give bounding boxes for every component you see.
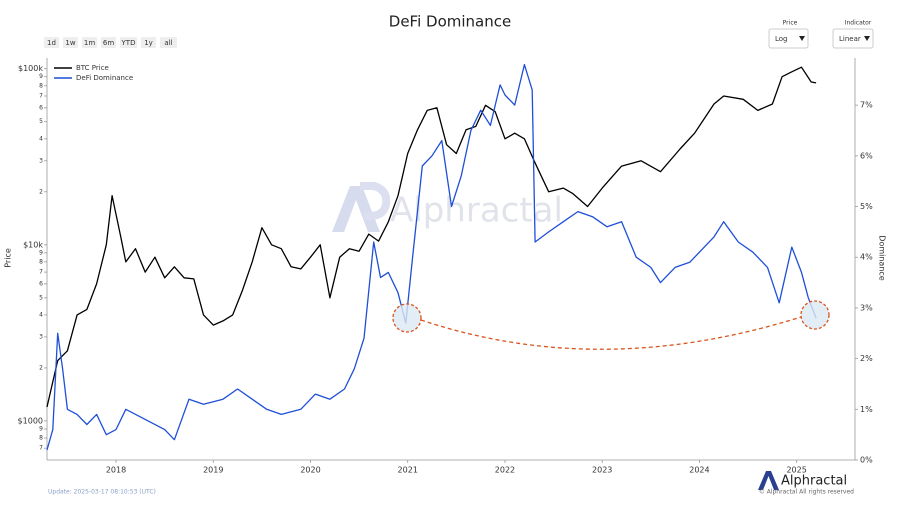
- y-tick-label: 8: [39, 434, 43, 441]
- y2-axis-label: Dominance: [878, 235, 887, 281]
- range-button-label[interactable]: 1m: [84, 39, 95, 47]
- dropdown-label: Indicator: [845, 20, 872, 27]
- y-tick-label: 2: [39, 364, 43, 371]
- x-tick-label: 2024: [689, 466, 709, 475]
- update-time: Update: 2025-03-17 08:10:53 (UTC): [48, 489, 156, 496]
- x-tick-label: 2019: [203, 466, 223, 475]
- trend-arc: [420, 316, 802, 350]
- x-tick-label: 2023: [592, 466, 612, 475]
- y2-tick-label: 0%: [860, 456, 873, 465]
- y2-tick-label: 1%: [860, 405, 873, 414]
- y-tick-label: 2: [39, 188, 43, 195]
- y-axis-label: Price: [4, 248, 13, 268]
- dropdown-label: Price: [783, 20, 798, 27]
- y-tick-label: 6: [39, 280, 43, 287]
- chart-title: DeFi Dominance: [389, 13, 511, 31]
- y-tick-label: 9: [39, 73, 43, 80]
- x-tick-label: 2020: [300, 466, 320, 475]
- legend-label: BTC Price: [76, 64, 109, 72]
- dropdown-value[interactable]: Linear: [839, 35, 861, 43]
- range-button-label[interactable]: all: [164, 39, 172, 47]
- range-button[interactable]: [44, 37, 59, 48]
- range-button[interactable]: [82, 37, 97, 48]
- y2-tick-label: 5%: [860, 202, 873, 211]
- y-tick-label: 4: [39, 135, 43, 142]
- y-tick-label: 8: [39, 82, 43, 89]
- y-tick-label: 4: [39, 311, 43, 318]
- x-tick-label: 2018: [106, 466, 126, 475]
- y-tick-label: 7: [39, 92, 43, 99]
- x-tick-label: 2025: [786, 466, 806, 475]
- range-button[interactable]: [160, 37, 177, 48]
- dropdown-value[interactable]: Log: [775, 35, 788, 43]
- brand-name: Alphractal: [781, 474, 847, 489]
- range-button[interactable]: [101, 37, 116, 48]
- series-line: [46, 63, 817, 451]
- legend-label: DeFi Dominance: [76, 74, 133, 82]
- range-button-label[interactable]: 1d: [47, 39, 56, 47]
- range-button[interactable]: [141, 37, 156, 48]
- plot-area: [46, 63, 817, 451]
- y-tick-label: 3: [39, 157, 43, 164]
- range-button[interactable]: [120, 37, 137, 48]
- indicator-dropdown[interactable]: [832, 28, 874, 49]
- y-tick-label: 9: [39, 425, 43, 432]
- y-tick-label: 7: [39, 269, 43, 276]
- range-buttons: 1d 1w 1m 6m YTD 1y all: [44, 37, 177, 48]
- range-button[interactable]: [63, 37, 78, 48]
- range-button-label[interactable]: YTD: [121, 39, 136, 47]
- y-tick-label: 9: [39, 249, 43, 256]
- y-tick-label: 6: [39, 104, 43, 111]
- y-tick-label: 7: [39, 445, 43, 452]
- range-button-label[interactable]: 1w: [65, 39, 75, 47]
- range-button-label[interactable]: 6m: [103, 39, 114, 47]
- highlight-circle: [392, 303, 422, 333]
- y-tick-label: $1000: [18, 416, 43, 425]
- y-tick-label: $100k: [18, 64, 43, 73]
- dropdown-arrow: [864, 36, 870, 41]
- x-tick-label: 2022: [495, 466, 515, 475]
- range-button-label[interactable]: 1y: [144, 39, 153, 47]
- brand-logo: [758, 471, 779, 490]
- y-tick-label: 3: [39, 333, 43, 340]
- copyright: © Alphractal All rights reserved: [759, 489, 854, 496]
- y-tick-label: 8: [39, 258, 43, 265]
- y-tick-label: 5: [39, 118, 43, 125]
- y2-tick-label: 6%: [860, 151, 873, 160]
- y2-tick-label: 2%: [860, 354, 873, 363]
- y-tick-label: 5: [39, 294, 43, 301]
- y2-tick-label: 3%: [860, 303, 873, 312]
- series-line: [46, 66, 817, 408]
- y2-tick-label: 4%: [860, 253, 873, 262]
- x-tick-label: 2021: [398, 466, 418, 475]
- price-dropdown[interactable]: [768, 28, 809, 49]
- y-tick-label: $10k: [23, 240, 43, 249]
- highlight-circle: [800, 300, 830, 330]
- y2-tick-label: 7%: [860, 101, 873, 110]
- dropdown-arrow: [799, 36, 805, 41]
